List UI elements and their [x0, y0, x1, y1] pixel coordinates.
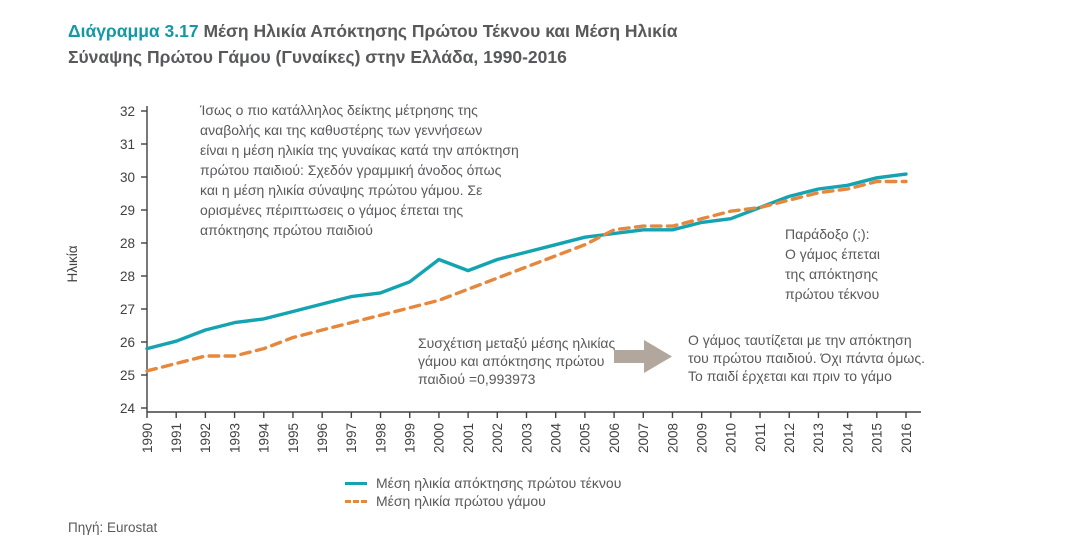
- x-tick-label: 2002: [490, 423, 505, 453]
- y-tick-label: 24: [120, 401, 136, 416]
- x-tick-label: 1991: [169, 423, 184, 453]
- annotation-correlation: Συσχέτιση μεταξύ μέσης ηλικίας γάμου και…: [418, 335, 616, 387]
- x-tick-label: 1994: [257, 423, 272, 454]
- y-tick-label: 25: [120, 368, 135, 383]
- legend-label-first-child: Μέση ηλικία απόκτησης πρώτου τέκνου: [376, 475, 622, 491]
- x-tick-label: 2010: [724, 423, 739, 453]
- x-tick-label: 1997: [344, 423, 359, 453]
- y-tick-label: 30: [120, 170, 135, 185]
- x-tick-label: 2014: [840, 423, 855, 454]
- x-tick-label: 2001: [461, 423, 476, 453]
- x-tick-label: 2012: [782, 423, 797, 453]
- y-tick-label: 26: [120, 335, 135, 350]
- x-tick-label: 2015: [870, 423, 885, 453]
- x-tick-label: 2005: [578, 423, 593, 453]
- legend-item-first-marriage: Μέση ηλικία πρώτου γάμου: [345, 492, 621, 510]
- x-tick-label: 1992: [198, 423, 213, 453]
- x-tick-label: 2009: [694, 423, 709, 453]
- y-tick-label: 31: [120, 137, 135, 152]
- series-line-1: [145, 179, 908, 373]
- y-tick-label: 32: [120, 104, 135, 119]
- x-tick-label: 2006: [607, 423, 622, 453]
- x-tick-label: 1995: [286, 423, 301, 453]
- x-tick-label: 1998: [373, 423, 388, 453]
- annotation-paradox: Παράδοξο (;): Ο γάμος έπεται της απόκτησ…: [785, 226, 881, 302]
- x-tick-label: 2003: [519, 423, 534, 453]
- annotation-main: Ίσως ο πιο κατάλληλος δείκτης μέτρησης τ…: [200, 102, 519, 238]
- x-tick-label: 2000: [432, 423, 447, 453]
- x-tick-label: 2016: [899, 423, 914, 453]
- chart-title: Διάγραμμα 3.17 Μέση Ηλικία Απόκτησης Πρώ…: [68, 18, 728, 70]
- annotation-marriage: Ο γάμος ταυτίζεται με την απόκτηση του π…: [688, 332, 925, 384]
- title-text: Μέση Ηλικία Απόκτησης Πρώτου Τέκνου και …: [68, 21, 678, 67]
- x-tick-label: 1993: [227, 423, 242, 453]
- source-note: Πηγή: Eurostat: [68, 520, 158, 535]
- x-tick-label: 2013: [811, 423, 826, 453]
- legend-swatch-solid-line: [345, 481, 367, 485]
- legend-label-first-marriage: Μέση ηλικία πρώτου γάμου: [376, 493, 546, 509]
- right-arrow-icon: [614, 339, 674, 375]
- x-tick-label: 2007: [636, 423, 651, 453]
- x-tick-label: 2008: [665, 423, 680, 453]
- figure-number: Διάγραμμα 3.17: [68, 21, 199, 41]
- legend-swatch-dashed-line: [345, 499, 367, 503]
- y-tick-label: 28: [120, 269, 135, 284]
- x-tick-label: 2004: [548, 423, 563, 454]
- legend-item-first-child: Μέση ηλικία απόκτησης πρώτου τέκνου: [345, 474, 621, 492]
- y-tick-label: 28: [120, 236, 135, 251]
- series-line-0: [145, 172, 908, 351]
- chart-legend: Μέση ηλικία απόκτησης πρώτου τέκνου Μέση…: [345, 474, 621, 510]
- x-tick-label: 1990: [140, 423, 155, 453]
- arrow-polygon: [614, 340, 672, 373]
- y-tick-label: 29: [120, 203, 135, 218]
- y-axis-title: Ηλικία: [65, 245, 80, 282]
- x-tick-label: 1999: [403, 423, 418, 453]
- x-tick-label: 1996: [315, 423, 330, 453]
- y-tick-label: 27: [120, 302, 135, 317]
- x-tick-label: 2011: [753, 423, 768, 452]
